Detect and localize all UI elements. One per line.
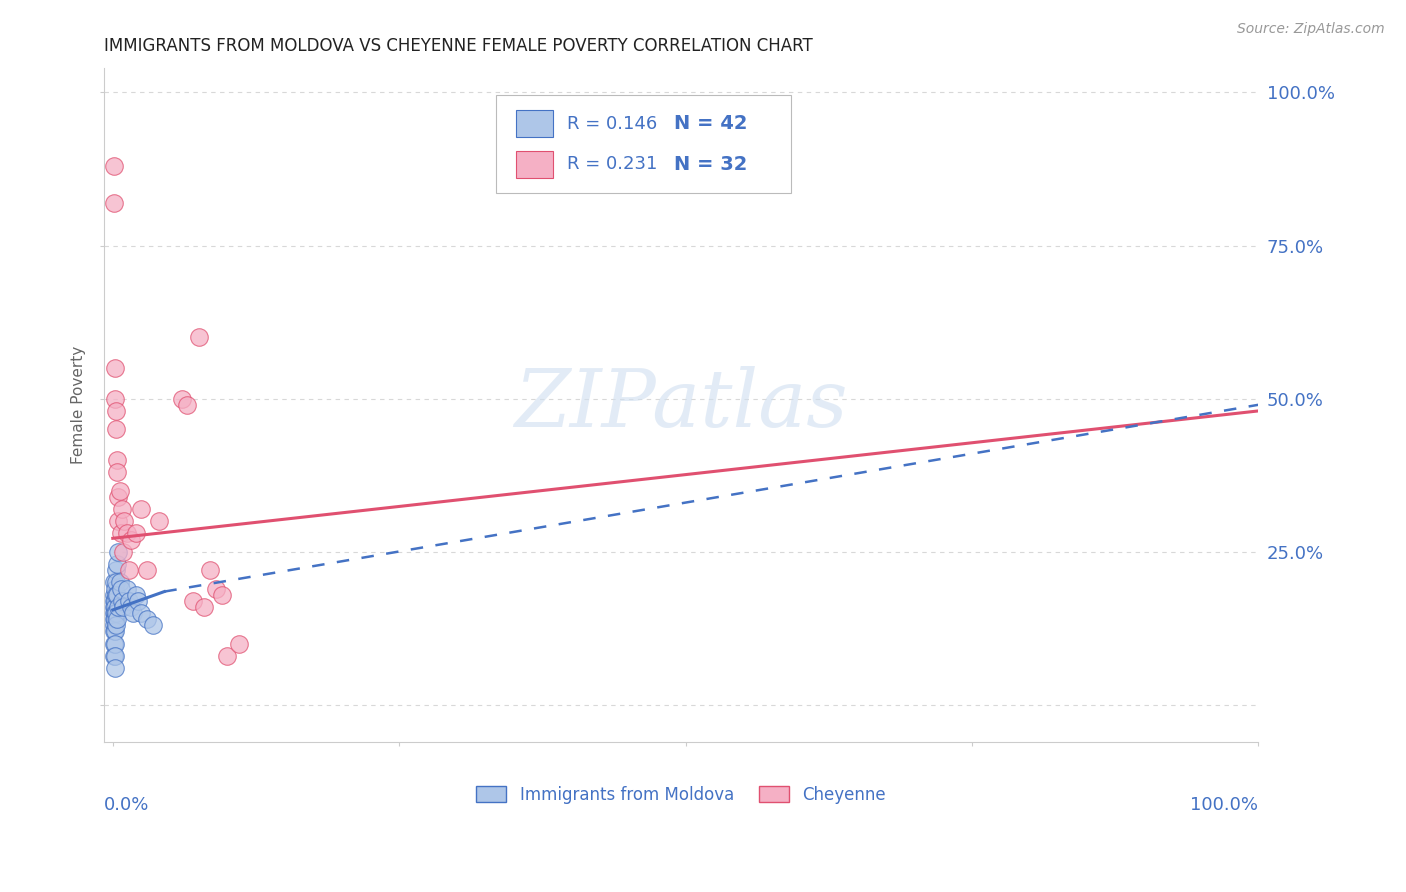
Point [107, 490, 129, 504]
Text: N = 42: N = 42 [673, 114, 748, 134]
Point [112, 545, 135, 559]
Point [103, 624, 125, 639]
Point [118, 593, 141, 607]
Point [103, 195, 125, 210]
Point [103, 648, 125, 663]
FancyBboxPatch shape [516, 151, 553, 178]
Point [115, 526, 138, 541]
Point [108, 483, 131, 498]
Point [181, 593, 204, 607]
Point [125, 588, 148, 602]
Point [103, 612, 125, 626]
Point [105, 618, 128, 632]
Point [104, 606, 127, 620]
Point [105, 404, 128, 418]
Point [105, 588, 128, 602]
Point [112, 514, 135, 528]
Point [217, 648, 239, 663]
FancyBboxPatch shape [516, 111, 553, 137]
Point [187, 330, 209, 344]
Text: IMMIGRANTS FROM MOLDOVA VS CHEYENNE FEMALE POVERTY CORRELATION CHART: IMMIGRANTS FROM MOLDOVA VS CHEYENNE FEMA… [104, 37, 813, 55]
Point [107, 514, 129, 528]
Point [103, 618, 125, 632]
Point [104, 637, 127, 651]
Point [105, 563, 128, 577]
Point [103, 599, 125, 614]
Text: 0.0%: 0.0% [104, 796, 149, 814]
Point [104, 582, 127, 596]
Point [110, 526, 132, 541]
Point [228, 637, 250, 651]
Point [107, 599, 129, 614]
Point [125, 526, 148, 541]
FancyBboxPatch shape [496, 95, 790, 193]
Point [104, 648, 127, 663]
Point [104, 624, 127, 639]
Text: N = 32: N = 32 [673, 155, 748, 174]
Point [127, 593, 149, 607]
Point [105, 422, 128, 436]
Text: ZIPatlas: ZIPatlas [515, 366, 848, 443]
Point [104, 661, 127, 675]
Point [108, 575, 131, 590]
Point [105, 557, 128, 571]
Point [120, 533, 142, 547]
Point [136, 612, 159, 626]
Point [198, 563, 221, 577]
Point [115, 582, 138, 596]
Point [118, 563, 141, 577]
Point [111, 593, 134, 607]
Point [110, 582, 132, 596]
Y-axis label: Female Poverty: Female Poverty [72, 346, 86, 464]
Point [103, 588, 125, 602]
Point [105, 575, 128, 590]
Point [105, 606, 128, 620]
Point [104, 361, 127, 376]
Point [136, 563, 159, 577]
Point [193, 599, 215, 614]
Point [104, 599, 127, 614]
Point [176, 398, 198, 412]
Point [211, 588, 233, 602]
Point [105, 588, 128, 602]
Point [105, 453, 128, 467]
Point [103, 637, 125, 651]
Point [104, 612, 127, 626]
Point [105, 465, 128, 479]
Point [104, 392, 127, 406]
Point [112, 599, 135, 614]
Point [103, 606, 125, 620]
Point [131, 502, 153, 516]
Point [111, 502, 134, 516]
Point [107, 545, 129, 559]
Text: Source: ZipAtlas.com: Source: ZipAtlas.com [1237, 22, 1385, 37]
Point [170, 392, 193, 406]
Point [103, 575, 125, 590]
Point [103, 159, 125, 173]
Point [104, 593, 127, 607]
Text: R = 0.231: R = 0.231 [567, 155, 657, 173]
Point [148, 514, 170, 528]
Point [120, 599, 142, 614]
Point [131, 606, 153, 620]
Point [122, 606, 145, 620]
Point [142, 618, 165, 632]
Legend: Immigrants from Moldova, Cheyenne: Immigrants from Moldova, Cheyenne [470, 780, 893, 811]
Text: 100.0%: 100.0% [1191, 796, 1258, 814]
Text: R = 0.146: R = 0.146 [567, 115, 657, 133]
Point [103, 593, 125, 607]
Point [205, 582, 228, 596]
Point [105, 612, 128, 626]
